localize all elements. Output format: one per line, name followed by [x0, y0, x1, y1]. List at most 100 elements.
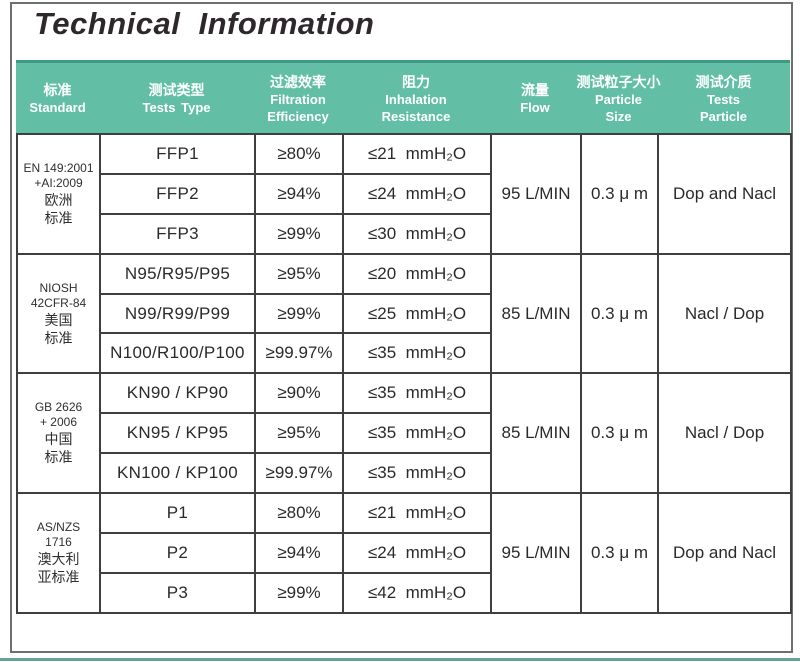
standard-zh-line: 欧洲 — [44, 191, 73, 208]
header-en-label: Size — [605, 108, 632, 124]
header-cell-inhalation-resistance: 阻力 Inhalation Resistance — [342, 63, 490, 133]
resistance-cell: ≤21 mmH₂O — [342, 492, 492, 534]
efficiency-cell: ≥94% — [254, 531, 344, 574]
standard-zh-line: 标准 — [44, 329, 73, 346]
resistance-cell: ≤24 mmH₂O — [342, 172, 492, 215]
table-row: NIOSH 42CFR-84 美国 标准 N95/R95/P95 ≥95% ≤20 mmH₂… — [16, 252, 792, 375]
efficiency-cell: ≥99.97% — [254, 452, 344, 495]
type-cell: FFP2 — [99, 172, 256, 215]
header-en-label: Tests Type — [142, 100, 211, 115]
standard-code-line: +AI:2009 — [34, 175, 83, 190]
resistance-cell: ≤21 mmH₂O — [342, 133, 492, 175]
standard-zh-line: 中国 — [44, 431, 73, 448]
particle-size-cell: 0.3 μ m — [580, 133, 659, 255]
efficiency-cell: ≥80% — [254, 492, 344, 534]
table-row: FFP2 ≥94% ≤24 mmH₂O — [17, 172, 791, 215]
table-row: P2 ≥94% ≤24 mmH₂O — [17, 531, 791, 574]
type-cell: KN90 / KP90 — [99, 372, 256, 415]
header-zh-label: 流量 — [521, 82, 549, 98]
test-particle-cell: Dop and Nacl — [657, 492, 792, 614]
header-zh-label: 阻力 — [402, 73, 430, 90]
type-cell: FFP3 — [99, 212, 256, 255]
type-cell: N100/R100/P100 — [99, 332, 256, 375]
type-cell: KN100 / KP100 — [99, 452, 256, 495]
header-cell-filtration-efficiency: 过滤效率 Filtration Efficiency — [254, 63, 342, 133]
flow-cell: 85 L/MIN — [490, 372, 582, 495]
header-zh-label: 过滤效率 — [270, 73, 326, 90]
standard-zh-line: 标准 — [44, 449, 73, 466]
standard-code-line: AS/NZS — [36, 519, 81, 534]
test-particle-cell: Dop and Nacl — [657, 133, 792, 255]
efficiency-cell: ≥95% — [254, 412, 344, 455]
table-row: N100/R100/P100 ≥99.97% ≤35 mmH₂O — [17, 332, 791, 375]
table-row: P3 ≥99% ≤42 mmH₂O — [17, 571, 791, 614]
header-zh-label: 测试类型 — [148, 82, 205, 98]
page-title: Technical Information — [34, 6, 375, 41]
flow-cell: 85 L/MIN — [490, 252, 582, 375]
test-particle-cell: Nacl / Dop — [657, 252, 792, 375]
standard-cell: AS/NZS 1716 澳大利 亚标准 — [16, 492, 101, 614]
header-en-label: Filtration — [270, 91, 326, 107]
table-row: KN100 / KP100 ≥99.97% ≤35 mmH₂O — [17, 452, 791, 495]
header-en-label: Efficiency — [267, 108, 329, 124]
header-zh-label: 测试介质 — [695, 73, 752, 90]
standard-cell: GB 2626 + 2006 中国 标准 — [16, 372, 101, 495]
header-cell-tests-type: 测试类型 Tests Type — [99, 63, 254, 133]
standard-code-line: GB 2626 — [34, 400, 83, 415]
standard-code-line: NIOSH — [39, 280, 78, 295]
efficiency-cell: ≥95% — [254, 252, 344, 295]
type-cell: N95/R95/P95 — [99, 252, 256, 295]
particle-size-cell: 0.3 μ m — [580, 372, 659, 495]
table-header-row: 标准 Standard 测试类型 Tests Type 过滤效率 Filtrat… — [16, 60, 790, 133]
type-cell: P2 — [99, 531, 256, 574]
particle-size-cell: 0.3 μ m — [580, 492, 659, 614]
flow-cell: 95 L/MIN — [490, 492, 582, 614]
standard-code-line: + 2006 — [39, 415, 78, 430]
efficiency-cell: ≥99% — [254, 212, 344, 255]
table-row: KN95 / KP95 ≥95% ≤35 mmH₂O — [17, 412, 791, 455]
header-en-label: Standard — [29, 100, 86, 115]
standard-zh-line: 亚标准 — [37, 568, 80, 585]
table-row: AS/NZS 1716 澳大利 亚标准 P1 ≥80% ≤21 mmH₂O 95 L/MIN 0… — [16, 492, 792, 614]
header-en-label: Tests — [707, 91, 740, 107]
header-zh-label: 测试粒子大小 — [576, 73, 661, 90]
header-en-label: Resistance — [381, 108, 451, 124]
resistance-cell: ≤35 mmH₂O — [342, 372, 492, 415]
standard-code-line: EN 149:2001 — [23, 160, 94, 175]
resistance-cell: ≤20 mmH₂O — [342, 252, 492, 295]
resistance-cell: ≤30 mmH₂O — [342, 212, 492, 255]
resistance-cell: ≤35 mmH₂O — [342, 452, 492, 495]
efficiency-cell: ≥99% — [254, 571, 344, 614]
type-cell: FFP1 — [99, 133, 256, 175]
header-cell-standard: 标准 Standard — [16, 63, 99, 133]
header-en-label: Particle — [595, 91, 642, 107]
header-cell-tests-particle: 测试介质 Tests Particle — [657, 63, 790, 133]
resistance-cell: ≤42 mmH₂O — [342, 571, 492, 614]
standard-zh-line: 美国 — [44, 311, 73, 328]
efficiency-cell: ≥80% — [254, 133, 344, 175]
standard-zh-line: 澳大利 — [37, 550, 80, 567]
resistance-cell: ≤35 mmH₂O — [342, 332, 492, 375]
resistance-cell: ≤35 mmH₂O — [342, 412, 492, 455]
standard-code-line: 42CFR-84 — [30, 295, 87, 310]
particle-size-cell: 0.3 μ m — [580, 252, 659, 375]
header-zh-label: 标准 — [43, 82, 72, 98]
standard-code-line: 1716 — [45, 534, 72, 549]
type-cell: KN95 / KP95 — [99, 412, 256, 455]
type-cell: P3 — [99, 571, 256, 614]
page-frame-border — [10, 2, 793, 653]
table-row: FFP3 ≥99% ≤30 mmH₂O — [17, 212, 791, 255]
resistance-cell: ≤24 mmH₂O — [342, 531, 492, 574]
header-cell-particle-size: 测试粒子大小 Particle Size — [577, 63, 661, 133]
header-cell-flow: 流量 Flow — [490, 63, 580, 133]
header-en-label: Particle — [700, 108, 747, 124]
standard-zh-line: 标准 — [44, 209, 73, 226]
bottom-accent-strip — [0, 658, 800, 661]
type-cell: P1 — [99, 492, 256, 534]
efficiency-cell: ≥99% — [254, 292, 344, 335]
standard-cell: NIOSH 42CFR-84 美国 标准 — [16, 252, 101, 375]
flow-cell: 95 L/MIN — [490, 133, 582, 255]
table-row: EN 149:2001 +AI:2009 欧洲 标准 FFP1 ≥80% ≤21 mmH₂O… — [16, 133, 792, 255]
efficiency-cell: ≥90% — [254, 372, 344, 415]
